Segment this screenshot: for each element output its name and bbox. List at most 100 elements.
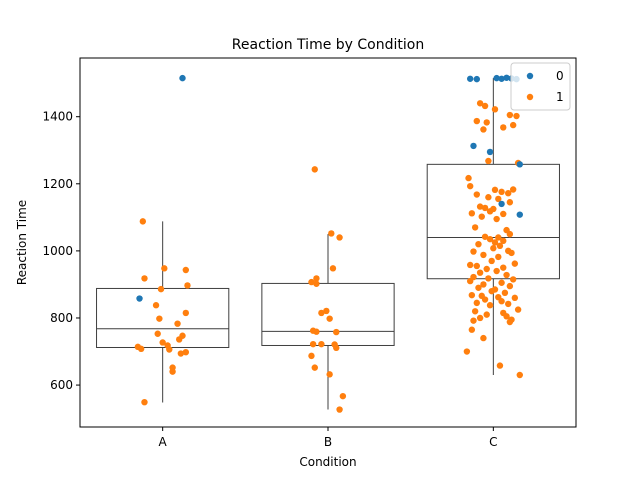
data-point-series-1 — [491, 106, 499, 113]
data-point-series-1 — [313, 280, 320, 287]
data-point-series-1 — [465, 174, 472, 182]
y-axis: 600 800 1000 1200 1400 — [42, 110, 80, 392]
data-point-series-1 — [326, 371, 333, 378]
data-point-series-1 — [308, 352, 315, 360]
y-tick-label: 1000 — [42, 244, 73, 258]
legend-entry: 0 — [526, 69, 564, 83]
data-point-series-1 — [483, 265, 490, 273]
data-point-series-1 — [503, 271, 510, 279]
data-point-series-1 — [328, 230, 335, 237]
data-point-series-1 — [157, 285, 165, 293]
data-point-series-1 — [486, 208, 494, 215]
data-point-series-1 — [308, 278, 315, 286]
data-point-series-1 — [485, 194, 492, 201]
data-point-series-1 — [481, 233, 489, 240]
data-point-series-1 — [177, 350, 185, 357]
data-point-series-1 — [182, 266, 190, 274]
data-point-series-1 — [486, 302, 494, 309]
data-point-series-1 — [488, 257, 495, 265]
data-point-series-1 — [483, 311, 490, 318]
data-point-series-1 — [485, 157, 492, 165]
box-A — [96, 221, 230, 403]
box-C — [426, 78, 560, 376]
data-point-series-1 — [480, 126, 487, 133]
data-point-series-1 — [336, 234, 343, 241]
data-point-series-1 — [490, 245, 497, 252]
data-point-series-1 — [339, 392, 347, 400]
data-point-series-1 — [333, 344, 340, 352]
data-point-series-1 — [478, 213, 485, 220]
data-point-series-1 — [333, 328, 340, 336]
data-point-series-0 — [503, 74, 510, 81]
data-point-series-1 — [473, 191, 480, 198]
data-point-series-1 — [511, 294, 519, 302]
data-point-series-1 — [468, 291, 476, 299]
data-point-series-1 — [481, 102, 489, 110]
data-point-series-1 — [326, 315, 333, 322]
data-point-series-1 — [141, 275, 148, 282]
data-point-series-0 — [466, 75, 474, 82]
legend-label: 0 — [556, 69, 564, 83]
data-point-series-1 — [481, 204, 489, 212]
data-point-series-1 — [473, 117, 480, 125]
data-point-series-1 — [483, 119, 490, 126]
y-tick-label: 1200 — [42, 177, 73, 191]
data-point-series-1 — [511, 260, 519, 267]
data-point-series-1 — [493, 267, 500, 275]
legend-marker — [526, 72, 534, 80]
data-point-series-1 — [498, 188, 505, 196]
data-point-series-0 — [486, 148, 494, 156]
data-point-series-1 — [161, 265, 168, 272]
x-axis: A B C — [159, 427, 498, 449]
data-point-series-1 — [500, 237, 507, 245]
data-point-series-1 — [466, 182, 474, 190]
data-point-series-1 — [486, 235, 494, 243]
data-point-series-1 — [137, 345, 145, 353]
data-point-series-1 — [513, 112, 520, 120]
x-tick-label: A — [159, 435, 168, 449]
data-point-series-1 — [503, 313, 510, 320]
chart-title: Reaction Time by Condition — [232, 37, 424, 53]
data-point-series-1 — [506, 282, 514, 290]
data-point-series-1 — [506, 111, 514, 119]
boxes-layer — [96, 78, 560, 410]
data-point-series-1 — [473, 262, 480, 270]
data-point-series-1 — [505, 300, 512, 308]
data-point-series-1 — [496, 362, 504, 369]
y-tick-label: 1400 — [42, 110, 73, 124]
data-point-series-1 — [506, 318, 514, 326]
data-point-series-1 — [471, 224, 479, 231]
data-point-series-1 — [154, 330, 161, 337]
data-point-series-1 — [500, 124, 507, 131]
data-point-series-1 — [498, 298, 505, 305]
data-point-series-1 — [476, 203, 484, 210]
data-point-series-1 — [495, 195, 502, 203]
data-point-series-1 — [491, 239, 499, 246]
legend-marker — [526, 93, 534, 101]
data-point-series-1 — [495, 234, 502, 241]
data-point-series-0 — [516, 161, 523, 168]
data-point-series-1 — [468, 210, 476, 217]
data-point-series-0 — [136, 295, 143, 302]
data-point-series-1 — [509, 186, 517, 193]
data-point-series-1 — [318, 340, 325, 348]
data-point-series-1 — [488, 287, 495, 295]
data-point-series-1 — [166, 346, 173, 353]
data-point-series-1 — [480, 281, 487, 288]
data-point-series-1 — [336, 406, 343, 413]
data-point-series-1 — [318, 309, 325, 317]
data-point-series-1 — [470, 317, 477, 324]
data-point-series-1 — [174, 320, 181, 327]
data-point-series-0 — [470, 142, 477, 150]
legend-entry: 1 — [526, 90, 564, 104]
data-point-series-1 — [156, 315, 163, 322]
data-point-series-1 — [508, 249, 515, 257]
data-point-series-1 — [463, 348, 471, 355]
data-point-series-1 — [476, 100, 484, 107]
data-point-series-1 — [475, 240, 482, 248]
data-point-series-1 — [468, 326, 476, 333]
data-point-series-1 — [311, 166, 318, 173]
data-point-series-1 — [323, 307, 330, 315]
data-point-series-1 — [491, 186, 499, 194]
data-point-series-1 — [505, 189, 512, 197]
